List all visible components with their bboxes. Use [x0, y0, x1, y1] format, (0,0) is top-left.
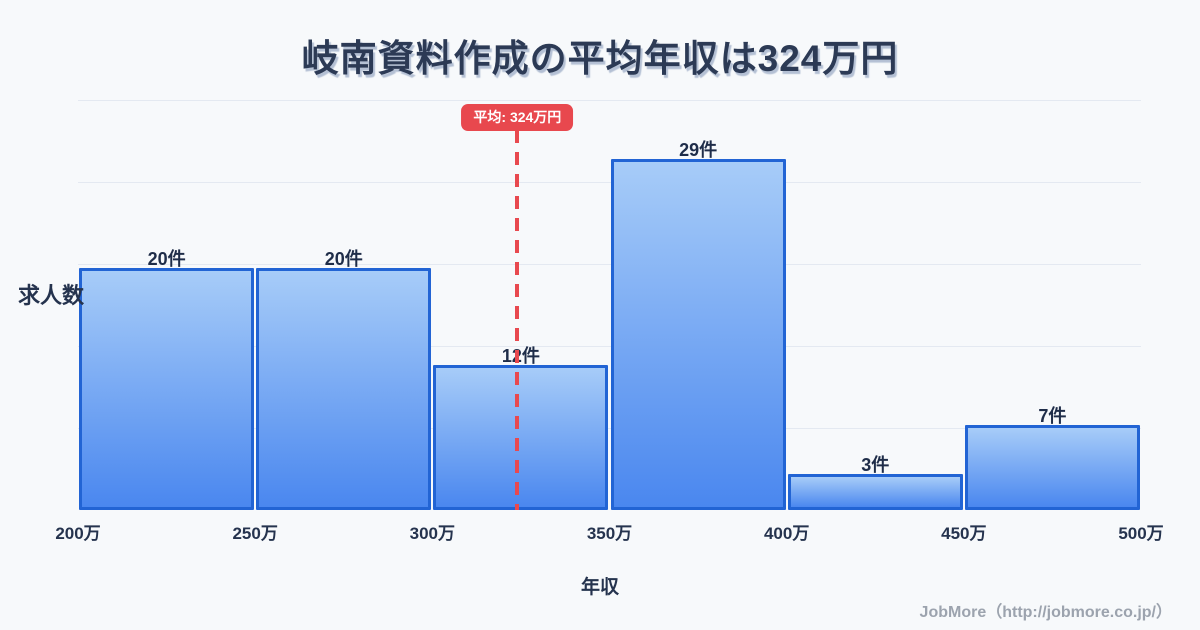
- x-axis-tick-label: 250万: [232, 524, 278, 543]
- histogram-bar: 20件: [256, 249, 432, 510]
- gridline: [78, 182, 1141, 183]
- gridline: [78, 100, 1141, 101]
- x-axis-tick-label: 350万: [586, 524, 633, 543]
- bar-count-label: 7件: [1038, 406, 1067, 426]
- bar-count-label: 29件: [679, 140, 718, 160]
- chart-title: 岐南資料作成の平均年収は324万円: [301, 38, 899, 79]
- gridline: [78, 346, 1141, 347]
- average-badge: 平均: 324万円: [461, 104, 574, 131]
- histogram-bar: 7件: [964, 406, 1140, 510]
- plot-area: 20件 20件 12件 29件 3件 7件: [78, 100, 1141, 510]
- histogram-bar: 20件: [79, 249, 255, 510]
- bar-count-label: 12件: [501, 346, 540, 366]
- x-axis-tick-label: 500万: [1118, 524, 1164, 543]
- histogram-bar: 29件: [610, 140, 786, 510]
- x-axis-tick-label: 400万: [763, 524, 810, 543]
- gridline: [78, 264, 1141, 265]
- y-axis-title: 求人数: [18, 283, 85, 308]
- histogram-bar: 12件: [433, 346, 609, 510]
- x-axis-tick-label: 200万: [55, 524, 101, 543]
- average-line: [515, 130, 520, 510]
- bar-count-label: 3件: [861, 455, 890, 475]
- gridline: [78, 428, 1141, 429]
- footer-credit: JobMore（http://jobmore.co.jp/）: [919, 604, 1172, 621]
- bar-count-label: 20件: [147, 249, 186, 269]
- x-axis-tick-label: 300万: [409, 524, 456, 543]
- x-axis-tick-label: 450万: [941, 524, 987, 543]
- bar-count-label: 20件: [324, 249, 363, 269]
- histogram-bar: 3件: [787, 455, 963, 510]
- x-axis-title: 年収: [580, 577, 619, 598]
